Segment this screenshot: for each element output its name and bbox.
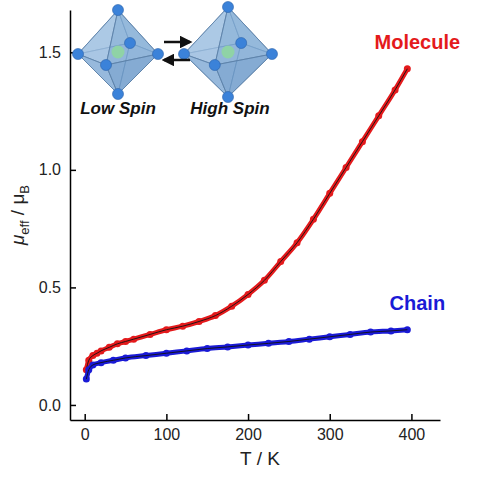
ligand-atom [73, 49, 84, 60]
fit-line [86, 330, 407, 379]
y-tick: 0.5 [39, 279, 76, 296]
metal-atom [112, 46, 125, 59]
y-tick-label: 1.0 [39, 161, 61, 178]
x-tick-mark [329, 414, 331, 420]
y-tick-mark [70, 170, 76, 172]
y-tick-label: 0.0 [39, 397, 61, 414]
x-tick-label: 0 [81, 426, 90, 443]
y-axis-title-part: / μ [7, 194, 28, 221]
x-tick-label: 400 [399, 426, 426, 443]
ligand-atom [223, 2, 234, 13]
y-tick-mark [70, 405, 76, 407]
x-tick-label: 300 [317, 426, 344, 443]
inset [73, 2, 278, 103]
series-label: Molecule [375, 31, 461, 53]
x-tick-mark [248, 414, 250, 420]
series-markers [83, 326, 411, 382]
metal-atom [222, 46, 235, 59]
x-tick-label: 200 [235, 426, 262, 443]
octahedron-face [215, 54, 272, 97]
y-axis-title: μeff / μB [7, 185, 32, 246]
arrow-forward [164, 41, 190, 44]
chart-svg: 0 100 200 300 400 0.0 0.5 1.0 1.5 T / K μeff / μB M… [0, 0, 500, 478]
ligand-atom [209, 60, 220, 71]
ligand-atom [101, 60, 112, 71]
series-label: Chain [390, 292, 446, 314]
x-axis-line [71, 420, 441, 422]
x-tick: 200 [235, 414, 262, 443]
octahedron [179, 2, 278, 103]
x-axis: 0 100 200 300 400 [71, 414, 441, 443]
octahedron-face [106, 54, 158, 94]
y-tick: 1.5 [39, 44, 76, 61]
y-tick-mark [70, 287, 76, 289]
x-tick-mark [166, 414, 168, 420]
x-axis-title: T / K [240, 448, 280, 469]
y-axis-line [70, 11, 72, 421]
y-tick-label: 0.5 [39, 279, 61, 296]
ligand-atom [179, 49, 190, 60]
ligand-atom [267, 49, 278, 60]
octahedron [73, 5, 164, 100]
y-axis-title-part: μ [7, 234, 28, 246]
ligand-atom [125, 38, 136, 49]
annotation: High Spin [190, 99, 269, 118]
y-tick-label: 1.5 [39, 44, 61, 61]
ligand-atom [113, 5, 124, 16]
marker [83, 376, 90, 383]
series-line [86, 330, 407, 379]
ligand-atom [113, 89, 124, 100]
arrow-backward [164, 59, 190, 62]
x-tick-mark [411, 414, 413, 420]
annotation: Low Spin [80, 99, 156, 118]
chart-container: 0 100 200 300 400 0.0 0.5 1.0 1.5 T / K μeff / μB M… [0, 0, 500, 478]
y-axis-title-subscript: eff [17, 220, 32, 235]
x-tick-mark [84, 414, 86, 420]
x-tick: 400 [399, 414, 426, 443]
x-tick: 0 [81, 414, 90, 443]
x-tick: 100 [154, 414, 181, 443]
y-tick: 1.0 [39, 161, 76, 178]
x-tick: 300 [317, 414, 344, 443]
y-axis: 0.0 0.5 1.0 1.5 [39, 11, 76, 421]
y-axis-title-subscript: B [17, 185, 32, 194]
ligand-atom [236, 38, 247, 49]
marker [404, 65, 411, 72]
x-tick-label: 100 [154, 426, 181, 443]
ligand-atom [153, 49, 164, 60]
y-tick: 0.0 [39, 397, 76, 414]
